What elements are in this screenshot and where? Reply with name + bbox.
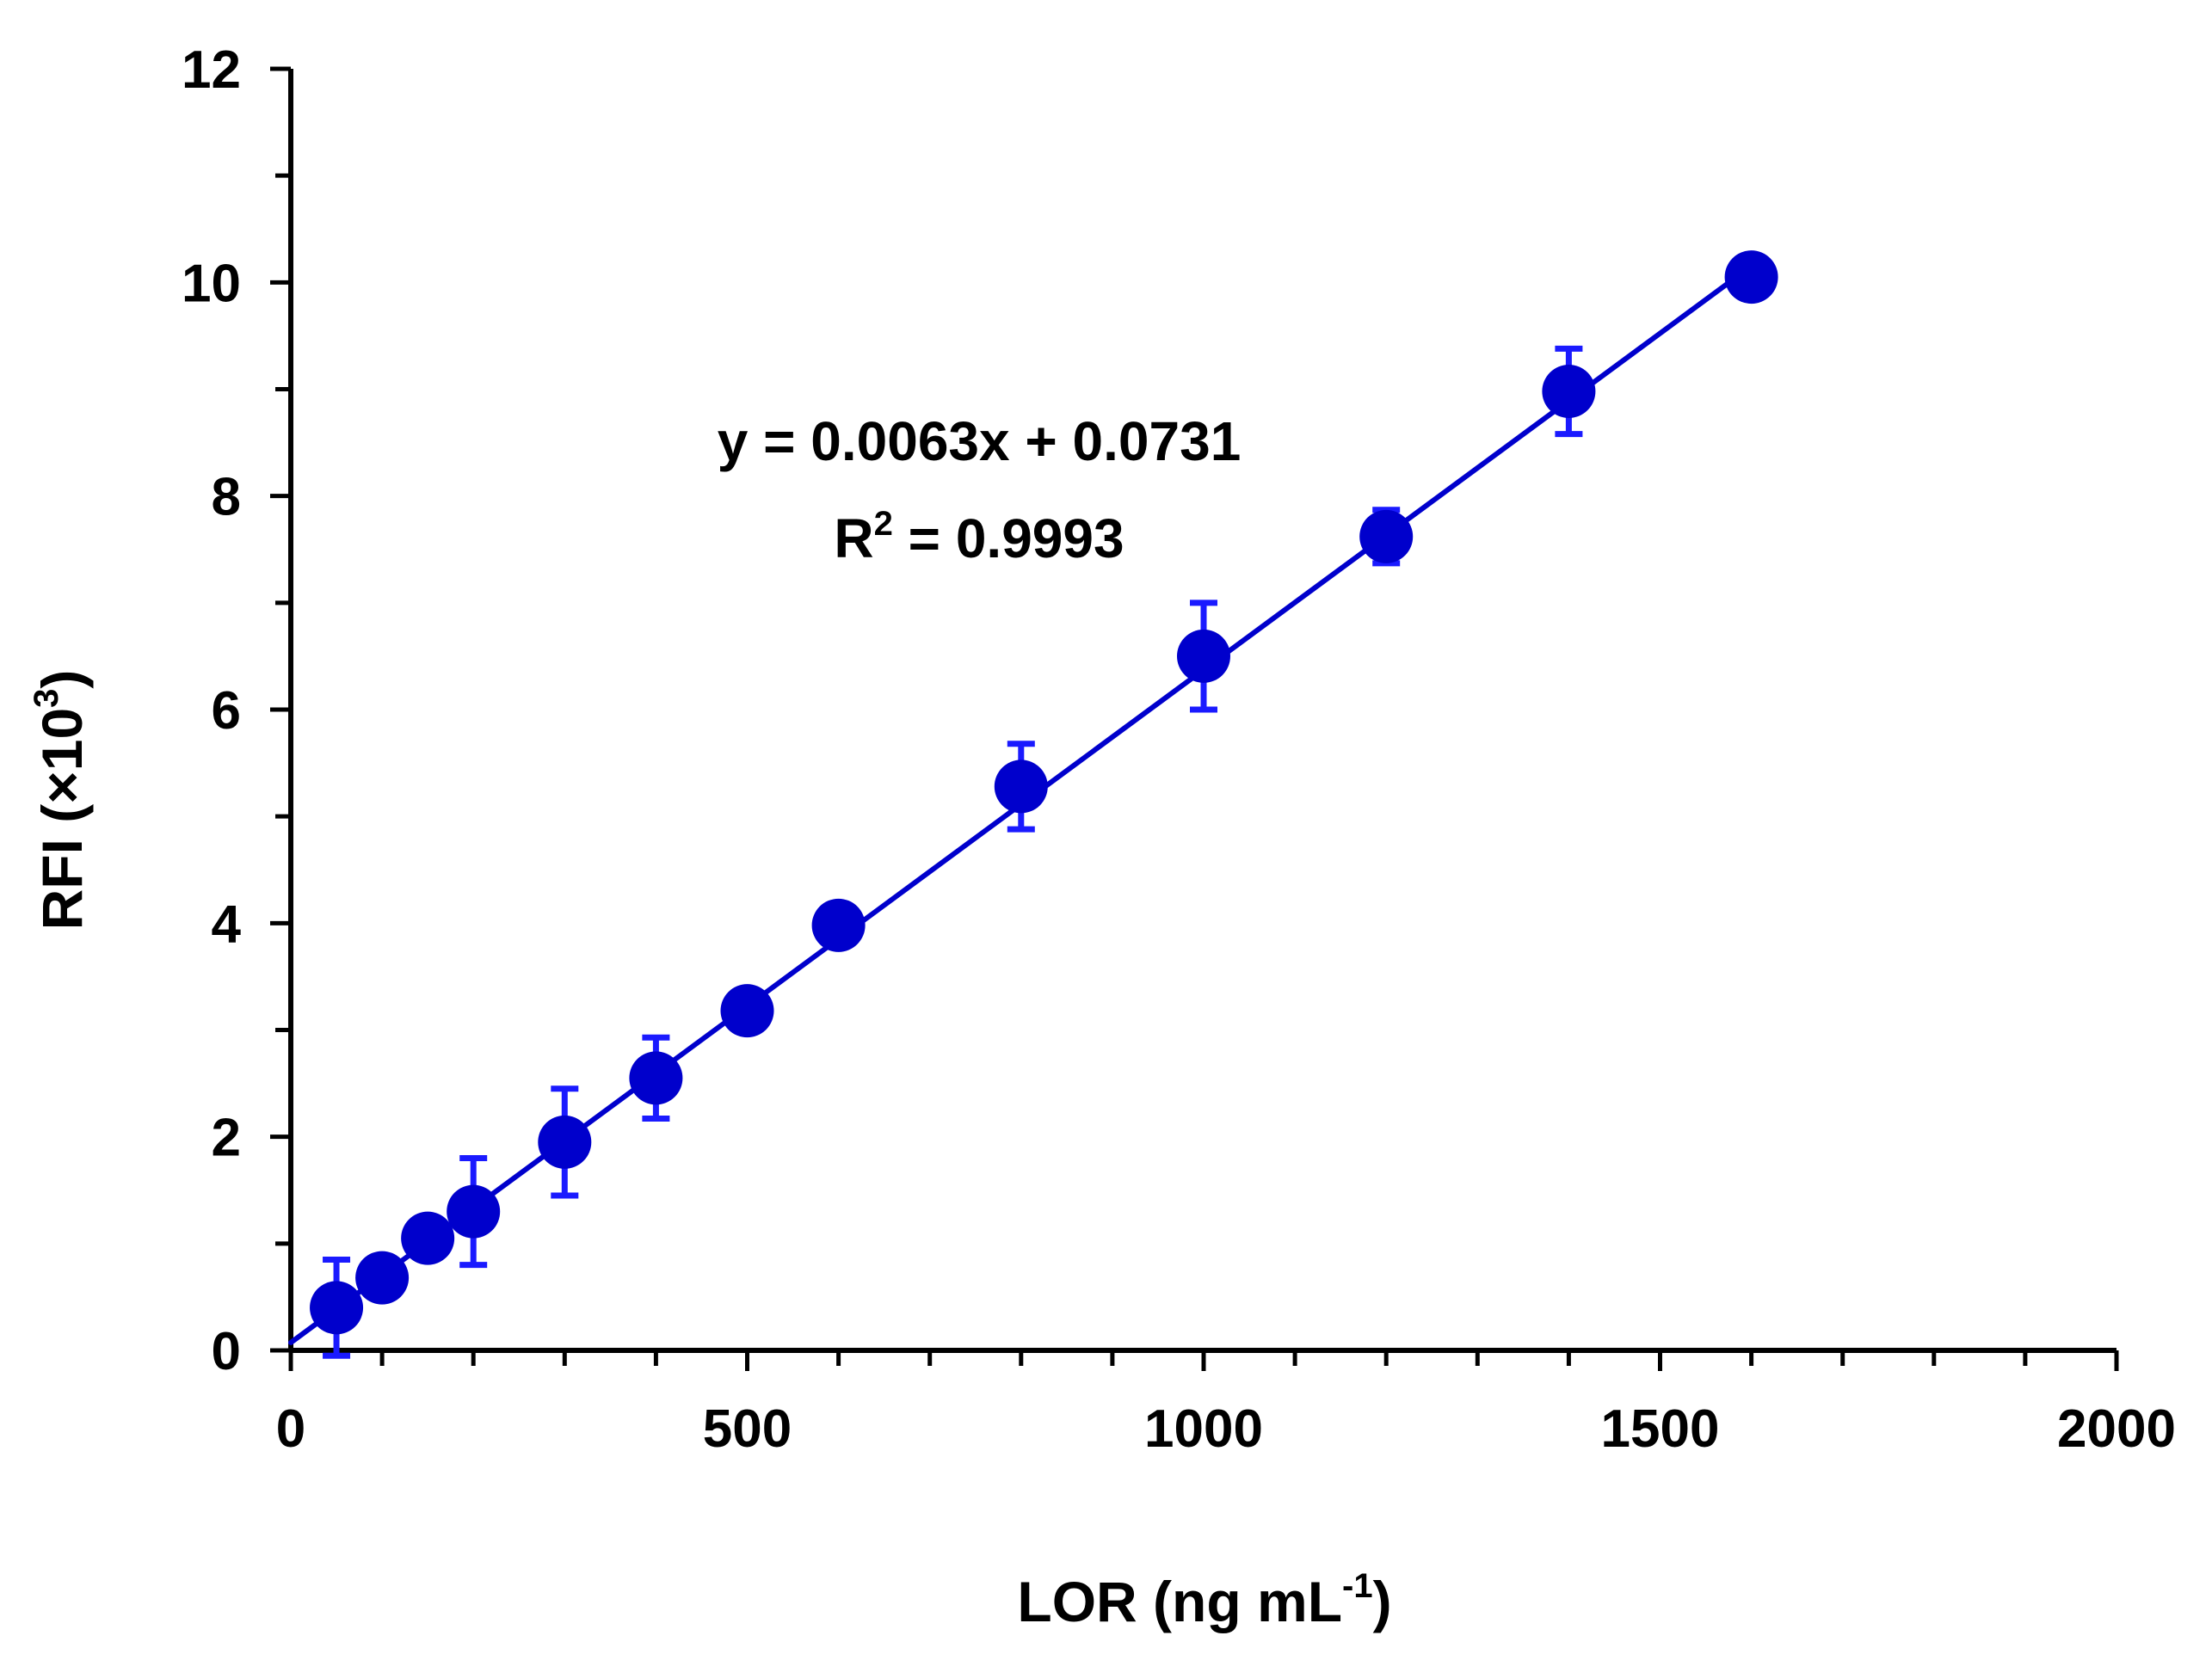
- x-tick-label: 1500: [1601, 1399, 1720, 1459]
- r-squared-label: R2 = 0.9993: [834, 505, 1124, 569]
- axis-tick-labels: 0 500 1000 1500 2000 0 2 4 6 8 10 12: [182, 40, 2176, 1459]
- y-axis-title-end: ): [30, 670, 94, 689]
- y-axis-title: RFI (×103): [28, 670, 94, 931]
- data-point: [1177, 629, 1230, 683]
- y-tick-label: 4: [212, 895, 242, 954]
- y-tick-label: 10: [182, 254, 241, 313]
- y-tick-label: 12: [182, 40, 241, 100]
- r-squared-prefix: R: [834, 507, 873, 569]
- data-point: [447, 1184, 501, 1239]
- y-axis-title-main: RFI (×10: [30, 708, 94, 931]
- regression-equation: y = 0.0063x + 0.0731: [718, 410, 1242, 472]
- y-tick-label: 6: [212, 681, 241, 741]
- x-axis-title-superscript: -1: [1342, 1567, 1373, 1605]
- axis-ticks: [270, 66, 2119, 1371]
- x-tick-label: 2000: [2057, 1399, 2176, 1459]
- r-squared-superscript: 2: [874, 505, 893, 543]
- r-squared-value: = 0.9993: [893, 507, 1124, 569]
- data-point: [1359, 509, 1414, 563]
- data-point: [720, 984, 774, 1038]
- x-tick-label: 500: [703, 1399, 792, 1459]
- y-tick-label: 2: [212, 1109, 241, 1168]
- data-point: [1542, 364, 1596, 418]
- data-point: [1724, 250, 1778, 304]
- data-point: [811, 898, 866, 952]
- data-point: [538, 1115, 592, 1169]
- x-axis-title-end: ): [1373, 1570, 1392, 1633]
- y-tick-label: 0: [212, 1322, 241, 1381]
- data-point: [310, 1281, 364, 1335]
- x-tick-label: 0: [276, 1399, 305, 1459]
- data-point: [401, 1211, 455, 1265]
- data-points: [310, 250, 1778, 1335]
- y-axis-title-superscript: 3: [28, 689, 65, 708]
- y-tick-label: 8: [212, 468, 241, 527]
- x-axis-title: LOR (ng mL-1): [1017, 1567, 1391, 1633]
- data-point: [629, 1051, 683, 1105]
- data-point: [994, 759, 1048, 814]
- data-point: [355, 1251, 410, 1305]
- x-tick-label: 1000: [1144, 1399, 1263, 1459]
- x-axis-title-main: LOR (ng mL: [1017, 1570, 1342, 1633]
